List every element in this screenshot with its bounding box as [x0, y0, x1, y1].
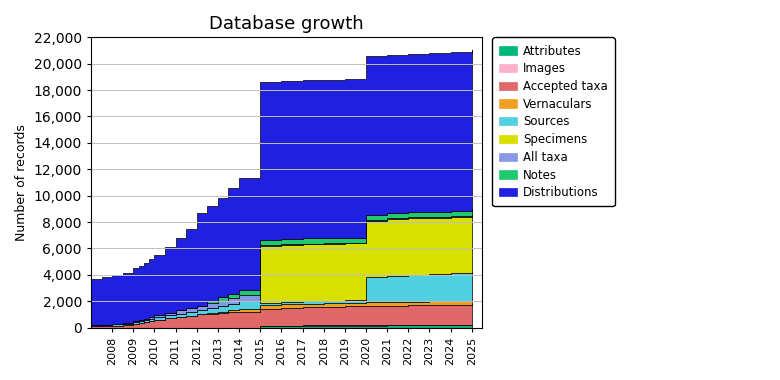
Title: Database growth: Database growth [209, 15, 364, 33]
Legend: Attributes, Images, Accepted taxa, Vernaculars, Sources, Specimens, All taxa, No: Attributes, Images, Accepted taxa, Verna… [492, 38, 615, 206]
Y-axis label: Number of records: Number of records [15, 124, 28, 241]
